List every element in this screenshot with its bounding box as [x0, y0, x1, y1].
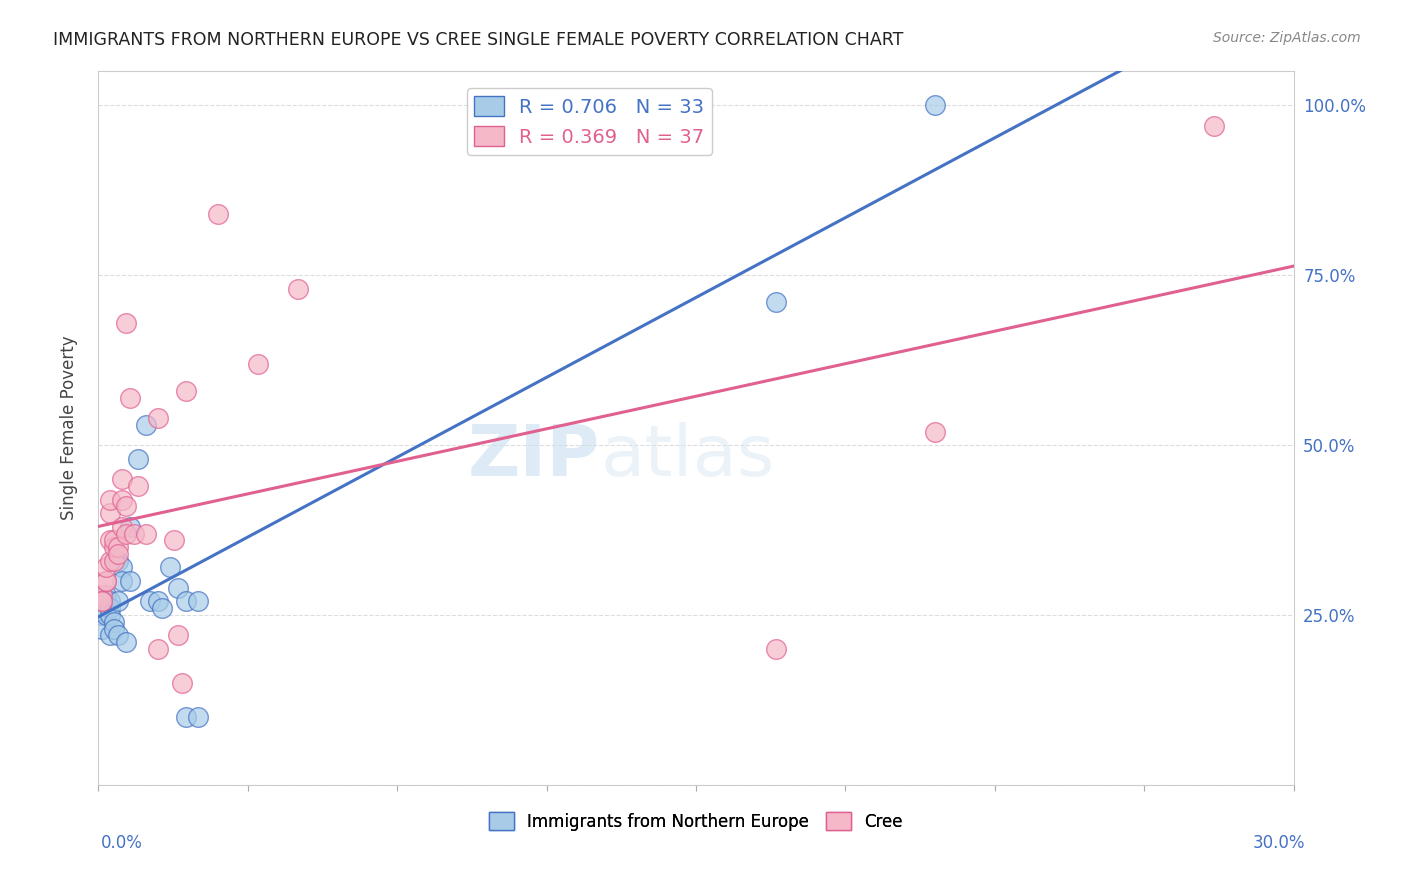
Y-axis label: Single Female Poverty: Single Female Poverty	[59, 336, 77, 520]
Point	[207, 207, 229, 221]
Point	[120, 574, 142, 588]
Point	[98, 492, 122, 507]
Point	[174, 384, 197, 398]
Point	[111, 519, 134, 533]
Point	[287, 282, 309, 296]
Point	[91, 608, 114, 623]
Point	[96, 594, 118, 608]
Point	[98, 506, 122, 520]
Legend: Immigrants from Northern Europe, Cree: Immigrants from Northern Europe, Cree	[482, 805, 910, 838]
Point	[96, 574, 118, 588]
Point	[98, 554, 122, 568]
Point	[91, 594, 114, 608]
Point	[98, 594, 122, 608]
Point	[103, 615, 125, 629]
Point	[924, 98, 946, 112]
Point	[120, 391, 142, 405]
Point	[159, 560, 181, 574]
Point	[98, 608, 122, 623]
Point	[120, 519, 142, 533]
Point	[187, 594, 209, 608]
Text: ZIP: ZIP	[468, 422, 600, 491]
Text: IMMIGRANTS FROM NORTHERN EUROPE VS CREE SINGLE FEMALE POVERTY CORRELATION CHART: IMMIGRANTS FROM NORTHERN EUROPE VS CREE …	[53, 31, 904, 49]
Text: atlas: atlas	[600, 422, 775, 491]
Point	[98, 601, 122, 615]
Point	[127, 451, 149, 466]
Point	[96, 574, 118, 588]
Point	[174, 710, 197, 724]
Point	[167, 628, 190, 642]
Point	[163, 533, 186, 548]
Point	[107, 547, 129, 561]
Point	[135, 526, 157, 541]
Point	[98, 628, 122, 642]
Point	[96, 608, 118, 623]
Point	[148, 411, 170, 425]
Point	[115, 500, 138, 514]
Point	[127, 479, 149, 493]
Point	[107, 628, 129, 642]
Point	[91, 594, 114, 608]
Point	[115, 635, 138, 649]
Point	[111, 472, 134, 486]
Point	[96, 588, 118, 602]
Point	[139, 594, 162, 608]
Point	[115, 316, 138, 330]
Point	[924, 425, 946, 439]
Point	[98, 533, 122, 548]
Point	[111, 574, 134, 588]
Point	[91, 622, 114, 636]
Point	[115, 526, 138, 541]
Point	[107, 554, 129, 568]
Text: 30.0%: 30.0%	[1253, 834, 1305, 852]
Point	[1202, 119, 1225, 133]
Point	[103, 533, 125, 548]
Point	[148, 642, 170, 657]
Point	[111, 560, 134, 574]
Point	[187, 710, 209, 724]
Point	[111, 492, 134, 507]
Text: Source: ZipAtlas.com: Source: ZipAtlas.com	[1213, 31, 1361, 45]
Point	[96, 560, 118, 574]
Point	[135, 417, 157, 432]
Point	[246, 357, 269, 371]
Point	[174, 594, 197, 608]
Point	[91, 588, 114, 602]
Text: 0.0%: 0.0%	[101, 834, 143, 852]
Point	[148, 594, 170, 608]
Point	[107, 594, 129, 608]
Point	[172, 676, 194, 690]
Point	[124, 526, 146, 541]
Point	[150, 601, 173, 615]
Point	[103, 540, 125, 554]
Point	[107, 540, 129, 554]
Point	[765, 295, 787, 310]
Point	[103, 622, 125, 636]
Point	[167, 581, 190, 595]
Point	[765, 642, 787, 657]
Point	[103, 554, 125, 568]
Point	[91, 594, 114, 608]
